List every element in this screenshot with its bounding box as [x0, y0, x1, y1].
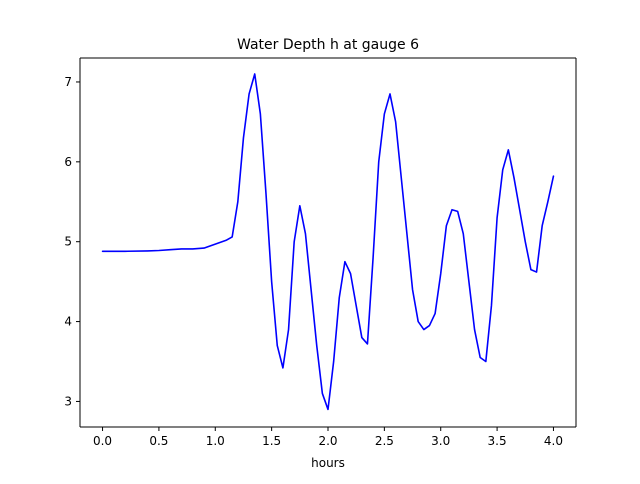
y-tick-label: 4	[64, 315, 72, 329]
y-tick-label: 7	[64, 75, 72, 89]
x-tick-label: 2.5	[375, 434, 394, 448]
x-axis-label: hours	[311, 456, 345, 470]
x-tick-label: 0.0	[93, 434, 112, 448]
plot-background	[80, 58, 576, 427]
x-tick-label: 1.5	[262, 434, 281, 448]
y-tick-label: 5	[64, 235, 72, 249]
chart-title: Water Depth h at gauge 6	[237, 37, 419, 53]
series-line-0	[101, 73, 555, 411]
x-tick-label: 0.5	[149, 434, 168, 448]
y-tick-label: 6	[64, 155, 72, 169]
x-tick-label: 4.0	[544, 434, 563, 448]
x-tick-label: 1.0	[206, 434, 225, 448]
x-tick-label: 2.0	[318, 434, 337, 448]
x-tick-label: 3.5	[488, 434, 507, 448]
x-tick-label: 3.0	[431, 434, 450, 448]
plot-area: 0.0 0.5 1.0 1.5 2.0 2.5 3.0 3.5 4.0 3 4 5 6 7	[64, 57, 577, 448]
y-tick-label: 3	[64, 394, 72, 408]
